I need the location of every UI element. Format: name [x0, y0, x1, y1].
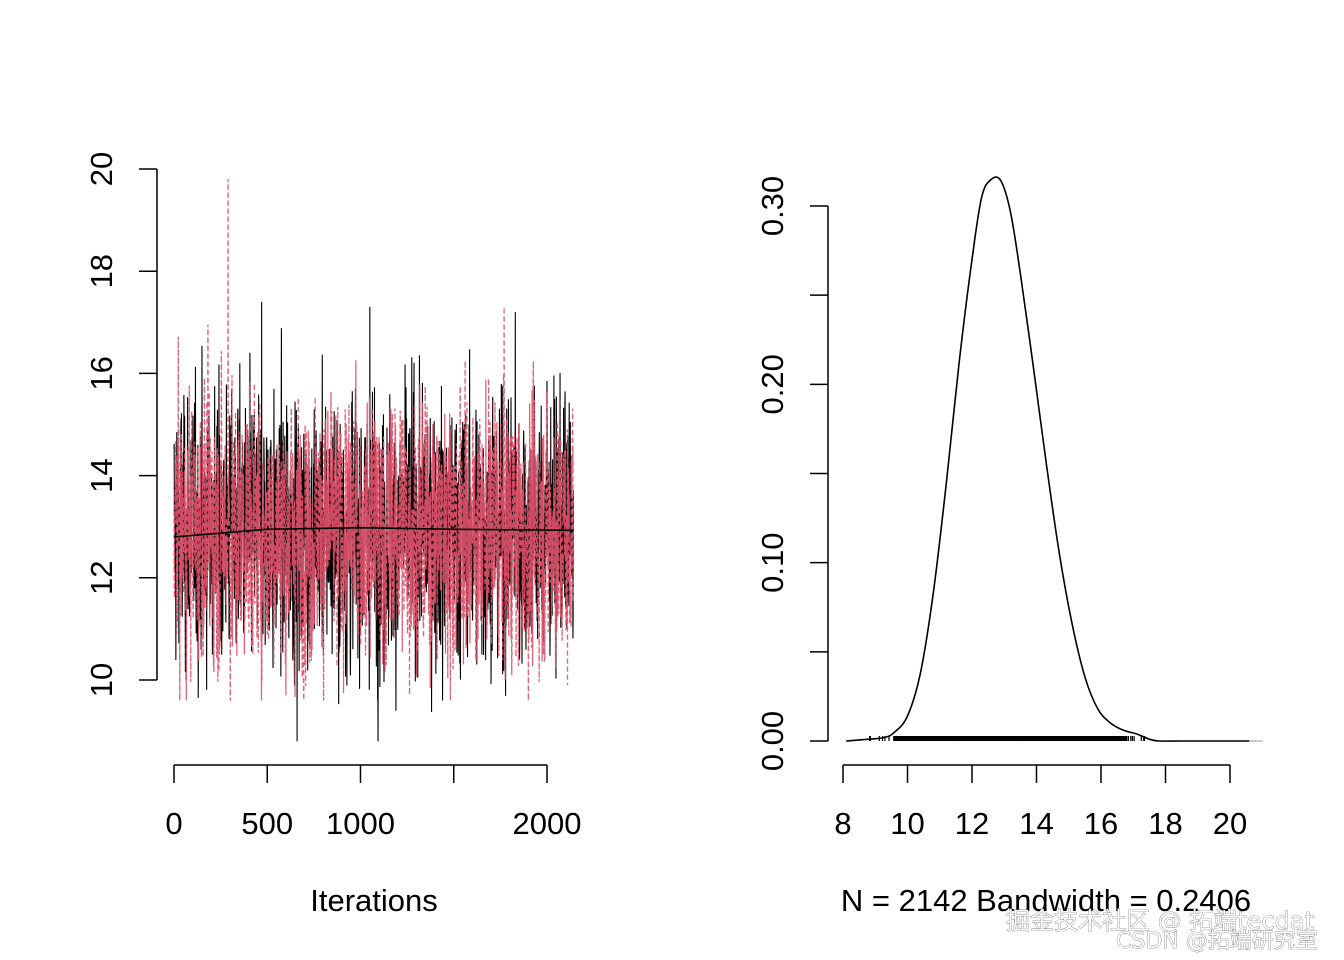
density-x-tick-label: 18	[1148, 806, 1182, 841]
trace-y-tick-label: 18	[84, 254, 119, 288]
density-plot: 0.00 0.10 0.20 0.30 8 10 12 14 16 18 20 N = 2142 …	[755, 176, 1263, 918]
density-x-tick-label: 20	[1213, 806, 1247, 841]
density-y-tick-label: 0.10	[755, 532, 790, 592]
trace-x-tick-label: 500	[241, 806, 293, 841]
trace-x-tick-label: 1000	[326, 806, 395, 841]
trace-y-tick-label: 16	[84, 356, 119, 390]
trace-x-tick-label: 2000	[513, 806, 582, 841]
density-x-tick-label: 8	[834, 806, 851, 841]
trace-y-axis: 10 12 14 16 18 20	[84, 152, 158, 697]
trace-y-tick-label: 20	[84, 152, 119, 186]
trace-smooth-line	[173, 526, 574, 538]
trace-x-axis: 0 500 1000 2000	[165, 764, 582, 841]
density-x-axis: 8 10 12 14 16 18 20	[834, 764, 1247, 841]
trace-smooth-line-group	[173, 526, 574, 538]
trace-x-tick-label: 0	[165, 806, 182, 841]
density-curve	[846, 176, 1250, 742]
trace-y-tick-label: 10	[84, 663, 119, 697]
density-x-tick-label: 12	[955, 806, 989, 841]
density-y-tick-label: 0.00	[755, 711, 790, 771]
density-x-axis-title: N = 2142 Bandwidth = 0.2406	[841, 883, 1251, 918]
density-x-tick-label: 10	[890, 806, 924, 841]
density-y-tick-label: 0.20	[755, 354, 790, 414]
density-rug-group	[868, 736, 1146, 741]
trace-plot: 10 12 14 16 18 20 0 500 1000 2000 Iterations	[84, 152, 581, 918]
density-x-tick-label: 16	[1084, 806, 1118, 841]
trace-series-group	[173, 179, 574, 742]
watermark-line-1: 掘金技术社区 @ 拓端tecdat	[1006, 907, 1314, 935]
density-y-axis: 0.00 0.10 0.20 0.30	[755, 176, 829, 771]
trace-x-axis-title: Iterations	[310, 883, 438, 918]
density-y-tick-label: 0.30	[755, 176, 790, 236]
trace-y-tick-label: 14	[84, 458, 119, 492]
density-curve-group	[846, 176, 1263, 742]
density-x-tick-label: 14	[1019, 806, 1053, 841]
trace-y-tick-label: 12	[84, 561, 119, 595]
trace-series-line	[173, 179, 574, 701]
watermark-line-2: CSDN @拓端研究室	[1116, 929, 1318, 954]
